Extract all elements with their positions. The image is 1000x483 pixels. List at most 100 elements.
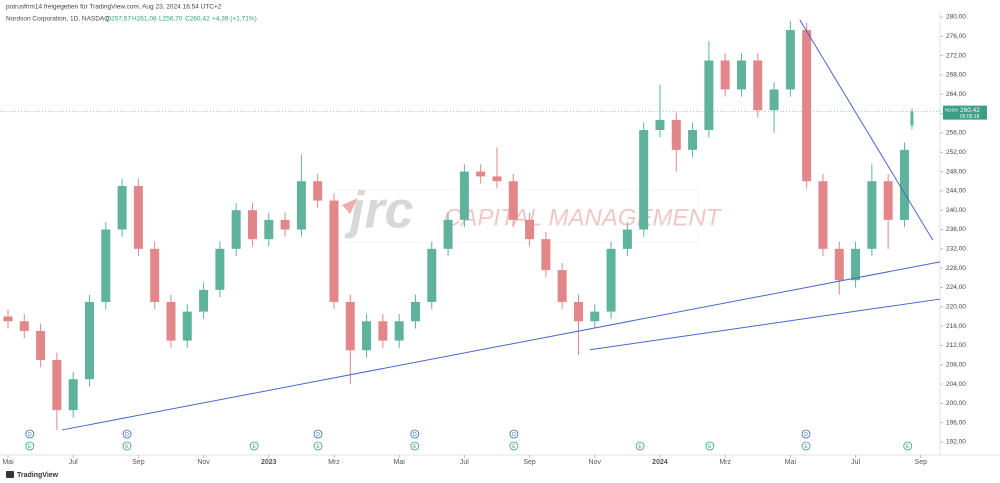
candle-body bbox=[345, 301, 355, 351]
candle-body bbox=[36, 330, 46, 360]
dividends-label: D bbox=[316, 432, 320, 438]
candle-body bbox=[443, 219, 453, 249]
earnings-marker bbox=[705, 441, 715, 451]
y-tick-label: 216,00 bbox=[946, 323, 966, 330]
watermark: jrc CAPITAL MANAGEMENT bbox=[337, 182, 723, 243]
price-tag bbox=[943, 105, 987, 120]
candle-body bbox=[867, 181, 877, 249]
candle-body bbox=[704, 60, 714, 131]
x-tick-label: Jul bbox=[851, 459, 860, 466]
dividends-label: D bbox=[413, 432, 417, 438]
candle-body bbox=[84, 301, 94, 380]
candle-body bbox=[802, 30, 812, 182]
earnings-label: E bbox=[906, 444, 910, 450]
candle-body bbox=[883, 181, 893, 220]
trendline bbox=[589, 298, 941, 351]
candle-body bbox=[280, 219, 290, 230]
earnings-label: E bbox=[413, 444, 417, 450]
dividends-marker bbox=[801, 429, 811, 439]
candle-body bbox=[3, 316, 13, 322]
candle-body bbox=[296, 181, 306, 230]
candle-body bbox=[231, 210, 241, 249]
earnings-label: E bbox=[638, 444, 642, 450]
candle-body bbox=[459, 171, 469, 220]
x-tick-label: Sep bbox=[132, 459, 145, 466]
y-tick-label: 192,00 bbox=[946, 439, 966, 446]
candle-body bbox=[606, 248, 616, 312]
plot: 192,00 196,00 200,00 204,00 208,00 212,00 216,… bbox=[0, 14, 987, 466]
trendline bbox=[799, 19, 934, 241]
y-tick-label: 208,00 bbox=[946, 361, 966, 368]
y-tick-label: 232,00 bbox=[946, 246, 966, 253]
y-tick-label: 236,00 bbox=[946, 226, 966, 233]
x-tick-label: 2023 bbox=[261, 459, 277, 466]
candle-body bbox=[313, 181, 323, 201]
earnings-label: E bbox=[804, 444, 808, 450]
earnings-label: E bbox=[28, 444, 32, 450]
candle-body bbox=[655, 119, 665, 131]
legend-open: O257,57 bbox=[106, 16, 131, 23]
price-tag-countdown: 05:05:18 bbox=[960, 114, 980, 120]
trendline bbox=[62, 261, 941, 431]
dividends-marker bbox=[122, 429, 132, 439]
legend-close: C260,42 bbox=[185, 16, 210, 23]
candle-body bbox=[785, 30, 795, 90]
y-tick-label: 196,00 bbox=[946, 419, 966, 426]
candle-body bbox=[736, 60, 746, 90]
earnings-marker bbox=[903, 441, 913, 451]
earnings-marker bbox=[801, 441, 811, 451]
candle-body bbox=[639, 130, 649, 230]
candle-body bbox=[378, 321, 388, 341]
candle-body bbox=[508, 181, 518, 220]
x-tick-label: Jul bbox=[460, 459, 469, 466]
candle-body bbox=[19, 321, 29, 331]
candle-body bbox=[264, 219, 274, 240]
price-tag-price: 260,42 bbox=[960, 107, 980, 114]
candle-body bbox=[101, 229, 111, 302]
candle-body bbox=[688, 130, 698, 150]
candle-body bbox=[199, 289, 209, 312]
candle-body bbox=[525, 219, 535, 240]
candle-body bbox=[247, 210, 257, 240]
watermark-mark bbox=[342, 198, 358, 214]
candle-body bbox=[117, 186, 127, 230]
y-tick-label: 268,00 bbox=[946, 72, 966, 79]
earnings-marker bbox=[122, 441, 132, 451]
candle-body bbox=[410, 301, 420, 322]
x-tick-label: Jul bbox=[69, 459, 78, 466]
y-tick-label: 212,00 bbox=[946, 342, 966, 349]
candle-body bbox=[753, 60, 763, 111]
candle-body bbox=[427, 248, 437, 302]
y-tick-label: 252,00 bbox=[946, 149, 966, 156]
candle-body bbox=[52, 359, 62, 411]
header: potrusfrim14 freigegeben für TradingView… bbox=[6, 4, 222, 11]
dividends-label: D bbox=[512, 432, 516, 438]
candle-body bbox=[851, 248, 861, 281]
earnings-label: E bbox=[512, 444, 516, 450]
chart-title: Nordson Corporation, 1D, NASDAQ bbox=[6, 16, 109, 23]
earnings-marker bbox=[410, 441, 420, 451]
candle-body bbox=[362, 321, 372, 351]
dividends-label: D bbox=[28, 432, 32, 438]
candle-body bbox=[541, 239, 551, 271]
dividends-marker bbox=[410, 429, 420, 439]
footer-logo bbox=[6, 471, 14, 478]
dividends-label: D bbox=[804, 432, 808, 438]
candle-body bbox=[182, 311, 192, 341]
x-tick-label: Sep bbox=[915, 459, 928, 466]
x-tick-label: Mrz bbox=[719, 459, 731, 466]
earnings-label: E bbox=[252, 444, 256, 450]
dividends-label: D bbox=[125, 432, 129, 438]
earnings-marker bbox=[249, 441, 259, 451]
y-tick-label: 220,00 bbox=[946, 304, 966, 311]
y-tick-label: 200,00 bbox=[946, 400, 966, 407]
x-tick-label: Nov bbox=[589, 459, 602, 466]
watermark-logo: jrc bbox=[344, 182, 414, 240]
dividends-marker bbox=[25, 429, 35, 439]
candle-body bbox=[671, 119, 681, 150]
x-tick-label: Mai bbox=[2, 459, 14, 466]
y-tick-label: 256,00 bbox=[946, 130, 966, 137]
dividends-marker bbox=[313, 429, 323, 439]
